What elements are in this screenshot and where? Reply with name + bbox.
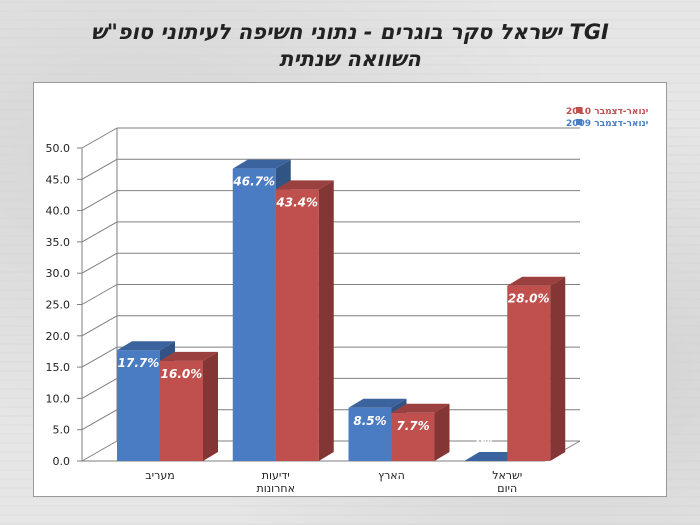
data-label: 16.0% (161, 367, 203, 381)
data-label: 0% (476, 436, 496, 450)
y-tick-label: 35.0 (46, 236, 71, 249)
bar (232, 168, 276, 461)
gridline-diagonal (81, 284, 118, 305)
legend-swatch (576, 107, 582, 113)
gridline-diagonal (81, 190, 118, 212)
gridline-diagonal (81, 409, 118, 431)
y-tick-label: 10.0 (46, 392, 71, 405)
gridline-diagonal (81, 221, 118, 243)
x-tick-label: ישראל (492, 469, 522, 482)
legend-label: ינואר-דצמבר 2009 (566, 119, 649, 129)
bar-top (232, 159, 291, 169)
data-label: 7.7% (396, 419, 429, 433)
x-tick-label: היום (497, 482, 517, 495)
bar (160, 360, 203, 461)
bar-top (117, 341, 175, 351)
data-label: 8.5% (353, 414, 386, 428)
gridline-diagonal (81, 315, 118, 337)
gridline-diagonal (81, 158, 118, 180)
bar-top (348, 398, 407, 408)
bar-top (275, 180, 334, 190)
bar-top (391, 403, 450, 413)
bar-side (550, 276, 566, 461)
gridline-diagonal (81, 377, 118, 399)
x-tick-label: הארץ (378, 469, 405, 482)
data-label: 17.7% (118, 356, 160, 370)
bar-top (160, 351, 218, 361)
y-tick-label: 15.0 (46, 361, 71, 374)
y-tick-label: 50.0 (46, 142, 71, 155)
x-tick-label: מעריב (145, 469, 174, 482)
bar (348, 407, 392, 461)
x-tick-label: אחרונות (257, 482, 295, 495)
chart-title: TGI ישראל סקר בוגרים - נתוני חשיפה לעיתו… (91, 20, 609, 44)
y-tick-label: 25.0 (46, 299, 71, 312)
bar-side (318, 180, 334, 462)
data-label: 43.4% (275, 195, 318, 209)
legend-label: ינואר-דצמבר 2010 (566, 107, 649, 117)
bar (117, 350, 160, 461)
gridline-diagonal (81, 346, 118, 368)
bar (507, 285, 551, 461)
bar (391, 412, 435, 461)
data-label: 46.7% (232, 175, 275, 189)
gridline-diagonal (81, 127, 118, 149)
y-tick-label: 20.0 (46, 330, 71, 343)
x-tick-label: ידיעות (262, 469, 290, 482)
bar-side (434, 403, 450, 461)
y-tick-label: 45.0 (46, 173, 71, 186)
bar-top (507, 276, 566, 286)
bar-side (203, 351, 218, 461)
bar (275, 189, 319, 462)
y-tick-label: 40.0 (46, 205, 71, 218)
gridline-diagonal (81, 440, 118, 462)
gridline-diagonal (81, 252, 118, 274)
data-label: 28.0% (508, 292, 550, 306)
chart-subtitle: השוואה שנתית (279, 47, 421, 71)
y-tick-label: 30.0 (46, 267, 71, 280)
y-tick-label: 5.0 (53, 424, 71, 437)
legend-swatch (576, 119, 582, 125)
y-tick-label: 0.0 (53, 455, 71, 468)
